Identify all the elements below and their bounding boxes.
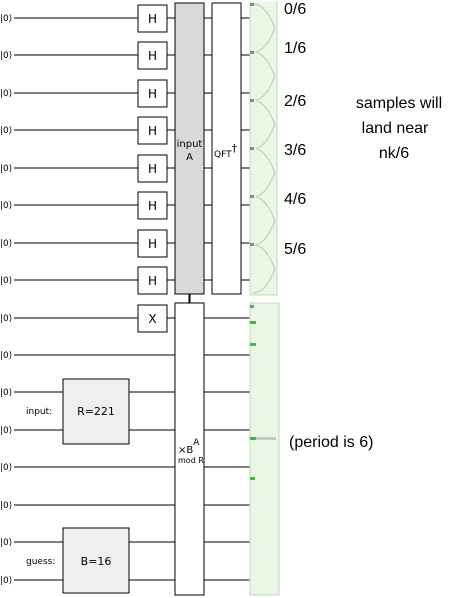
gates: [62, 2, 242, 596]
peak-marker: [250, 195, 254, 198]
ket-label: |0⟩: [0, 89, 12, 99]
fraction-label: 3/6: [284, 142, 306, 159]
ket-label: |0⟩: [0, 239, 12, 249]
register-b-box: [62, 527, 130, 594]
ket-label: |0⟩: [0, 14, 12, 24]
ket-label: |0⟩: [0, 388, 12, 398]
samples-note-line: samples will: [356, 95, 442, 112]
register-r-box: [62, 378, 130, 445]
samples-note-line: land near: [362, 120, 429, 137]
register-b-label: B=16: [81, 555, 112, 568]
peak-marker: [250, 51, 254, 54]
ket-label: |0⟩: [0, 463, 12, 473]
h-gate: [137, 154, 168, 183]
x-gate: [137, 304, 168, 333]
multiply-mod-gate: [174, 302, 205, 596]
peak-marker: [250, 3, 254, 6]
peak-marker: [250, 147, 254, 150]
h-gate: [137, 116, 168, 145]
fraction-label: 1/6: [284, 40, 306, 57]
h-gate-label: H: [148, 274, 157, 288]
fraction-label: 5/6: [284, 241, 306, 258]
x-gate-label: X: [148, 312, 156, 326]
ket-label: |0⟩: [0, 276, 12, 286]
ket-label: |0⟩: [0, 538, 12, 548]
ket-label: |0⟩: [0, 126, 12, 136]
qft-dagger-label: QFT†: [214, 142, 238, 160]
register-b-prefix: guess:: [26, 557, 55, 567]
h-gate-label: H: [148, 199, 157, 213]
output-displays: [249, 1, 280, 596]
h-gate-label: H: [148, 49, 157, 63]
bottom-register-display: [249, 302, 280, 596]
sample-marker: [250, 437, 256, 440]
probability-curve: [252, 3, 276, 294]
h-gate-label: H: [148, 162, 157, 176]
ket-label: |0⟩: [0, 576, 12, 586]
wires: [14, 17, 250, 581]
sample-marker: [250, 321, 256, 324]
h-gate: [137, 266, 168, 295]
ket-label: |0⟩: [0, 351, 12, 361]
sample-marker: [250, 305, 254, 308]
h-gate: [137, 4, 168, 33]
sample-bar: [256, 437, 276, 440]
h-gate: [137, 79, 168, 108]
peak-marker: [250, 99, 254, 102]
period-note: (period is 6): [289, 434, 373, 451]
h-gate-label: H: [148, 237, 157, 251]
samples-note-line: nk/6: [379, 145, 409, 162]
ket-label: |0⟩: [0, 426, 12, 436]
h-gate: [137, 191, 168, 220]
sample-marker: [250, 343, 256, 346]
h-gate: [137, 41, 168, 70]
h-gate-label: H: [148, 124, 157, 138]
sample-marker: [250, 477, 255, 480]
input-a-line2: A: [186, 152, 193, 163]
ket-label: |0⟩: [0, 51, 12, 61]
fraction-label: 0/6: [284, 1, 306, 18]
fraction-label: 2/6: [284, 93, 306, 110]
h-gate-label: H: [148, 12, 157, 26]
ket-label: |0⟩: [0, 314, 12, 324]
h-gate: [137, 229, 168, 258]
h-gate-label: H: [148, 87, 157, 101]
ket-label: |0⟩: [0, 201, 12, 211]
qft-dagger-gate: [211, 2, 242, 295]
peak-marker: [250, 243, 254, 246]
ket-label: |0⟩: [0, 164, 12, 174]
multiply-mod-label: ×BA: [178, 438, 200, 456]
register-r-prefix: input:: [26, 407, 52, 417]
ket-label: |0⟩: [0, 501, 12, 511]
labels: |0⟩ |0⟩ |0⟩ |0⟩ |0⟩ |0⟩ |0⟩ |0⟩ |0⟩ |0⟩ |0⟩ |0⟩ |0⟩ |…: [0, 1, 442, 586]
input-a-line1: input: [177, 139, 203, 150]
fraction-label: 4/6: [284, 191, 306, 208]
register-r-label: R=221: [77, 405, 115, 418]
input-a-block: [174, 2, 205, 295]
multiply-mod-subscript: mod R: [178, 456, 204, 465]
